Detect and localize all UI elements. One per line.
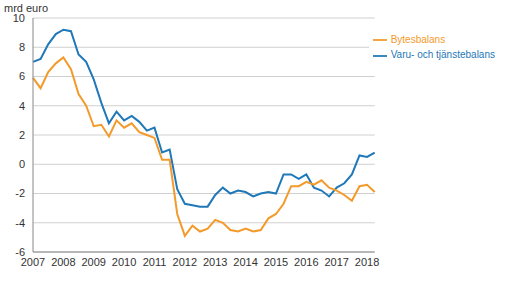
svg-text:10: 10 bbox=[13, 12, 25, 24]
svg-text:2014: 2014 bbox=[233, 256, 257, 268]
svg-text:4: 4 bbox=[19, 100, 25, 112]
svg-text:-2: -2 bbox=[15, 187, 25, 199]
svg-text:2: 2 bbox=[19, 129, 25, 141]
svg-text:0: 0 bbox=[19, 158, 25, 170]
svg-text:2012: 2012 bbox=[173, 256, 197, 268]
svg-text:2015: 2015 bbox=[264, 256, 288, 268]
svg-text:2013: 2013 bbox=[203, 256, 227, 268]
html-text:Bytesbalans: Bytesbalans bbox=[390, 34, 446, 45]
html-text:mrd euro: mrd euro bbox=[4, 2, 48, 14]
svg-text:2018: 2018 bbox=[355, 256, 379, 268]
svg-text:8: 8 bbox=[19, 41, 25, 53]
html-text:Varu- och tjänstebalans: Varu- och tjänstebalans bbox=[390, 49, 495, 61]
svg-text:-6: -6 bbox=[15, 246, 25, 258]
svg-text:2017: 2017 bbox=[324, 256, 348, 268]
svg-text:2007: 2007 bbox=[20, 255, 46, 268]
svg-text:2016: 2016 bbox=[294, 256, 318, 268]
svg-text:2009: 2009 bbox=[81, 256, 105, 268]
svg-text:2008: 2008 bbox=[51, 256, 75, 268]
svg-text:6: 6 bbox=[19, 70, 25, 82]
svg-text:-4: -4 bbox=[15, 217, 25, 229]
svg-text:2010: 2010 bbox=[112, 256, 136, 268]
svg-text:2011: 2011 bbox=[143, 256, 167, 268]
